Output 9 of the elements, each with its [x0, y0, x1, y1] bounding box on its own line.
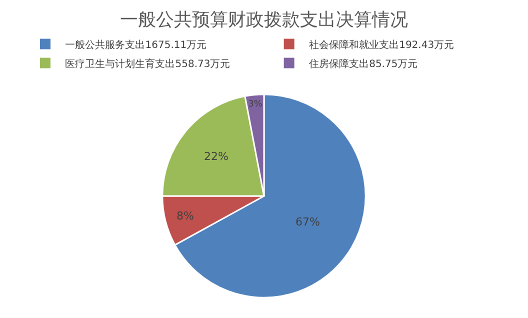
data-label: 22% — [204, 150, 228, 163]
data-label: 3% — [248, 99, 262, 110]
legend-label: 医疗卫生与计划生育支出558.73万元 — [65, 58, 230, 70]
chart-title: 一般公共预算财政拨款支出决算情况 — [120, 9, 408, 30]
data-label: 8% — [176, 210, 194, 223]
legend-label: 住房保障支出85.75万元 — [309, 58, 418, 70]
legend-label: 一般公共服务支出1675.11万元 — [65, 38, 207, 51]
legend-label: 社会保障和就业支出192.43万元 — [309, 38, 454, 51]
data-label: 67% — [296, 215, 320, 228]
